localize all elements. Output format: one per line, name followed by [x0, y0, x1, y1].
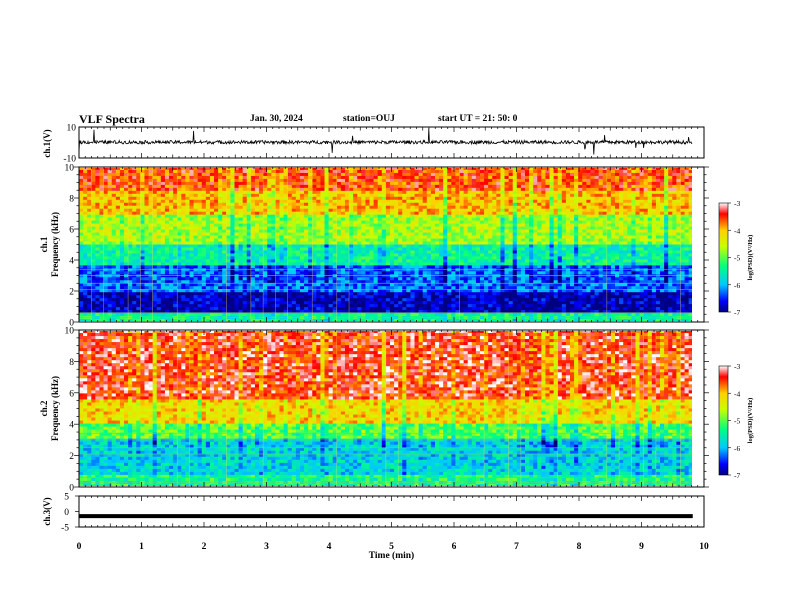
ch1-wave-ytick: 10	[67, 124, 77, 134]
ch2-spec-colorbar-tick: -3	[734, 362, 740, 371]
ch2-spectrogram	[79, 331, 692, 486]
ch3-wave-ytick: 5	[64, 493, 69, 503]
ch1-spec-ytick: 8	[69, 195, 74, 205]
ch1-spec-colorbar-label: log(PSD)(V²/Hz)	[747, 235, 754, 281]
ch1-spec-colorbar-tick: -5	[734, 254, 740, 263]
x-tick-label: 1	[139, 542, 144, 552]
ch2-spec-ytick: 6	[69, 389, 74, 399]
ch1-waveform-line	[78, 128, 693, 155]
x-tick-label: 4	[327, 542, 332, 552]
ch2-spec-ytick: 4	[69, 421, 74, 431]
ch3-wave-ylabel: ch.3(V)	[42, 497, 52, 525]
ch2-spec-colorbar-tick: -7	[734, 471, 740, 480]
ch1-spec-ylabel: Frequency (kHz)	[50, 212, 60, 277]
x-axis-label: Time (min)	[369, 550, 414, 561]
ch1-spec-colorbar	[718, 202, 729, 313]
ch2-spec-ylabel: Frequency (kHz)	[50, 376, 60, 441]
date-label: Jan. 30, 2024	[250, 114, 303, 124]
ch1-spectrogram	[79, 168, 692, 321]
x-tick-label: 8	[577, 542, 582, 552]
ch1-spec-ytick: 0	[69, 319, 74, 329]
x-tick-label: 5	[389, 542, 394, 552]
ch1-spec-ytick: 4	[69, 257, 74, 267]
ch1-spec-ytick: 6	[69, 226, 74, 236]
figure-title: VLF Spectra	[79, 112, 145, 126]
ch2-spec-ytick: 2	[69, 452, 74, 462]
ch2-spec-colorbar-label: log(PSD)(V²/Hz)	[747, 398, 754, 444]
ch3-wave-ytick: 0	[64, 508, 69, 518]
ch2-spec-ytick: 8	[69, 358, 74, 368]
ch1-spec-colorbar-tick: -3	[734, 199, 740, 208]
ch1-spec-colorbar-tick: -4	[734, 226, 740, 235]
x-tick-label: 6	[452, 542, 457, 552]
ch2-spec-channel-label: ch.2	[39, 400, 49, 416]
ch2-spec-colorbar-tick: -4	[734, 389, 740, 398]
ch2-spec-ytick: 0	[69, 484, 74, 494]
ch1-spec-channel-label: ch.1	[39, 236, 49, 252]
ch1-spec-colorbar-tick: -7	[734, 308, 740, 317]
ch1-spec-colorbar-tick: -6	[734, 281, 740, 290]
ch1-wave-ytick: -10	[63, 155, 76, 165]
ch2-spec-colorbar-tick: -5	[734, 417, 740, 426]
x-tick-label: 9	[639, 542, 644, 552]
ch2-spec-ytick: 10	[65, 327, 75, 337]
ch3-wave-ytick: -5	[61, 524, 69, 534]
ch1-spec-ytick: 2	[69, 288, 74, 298]
x-tick-label: 10	[699, 542, 709, 552]
x-tick-label: 0	[77, 542, 82, 552]
ch2-spec-colorbar-tick: -6	[734, 444, 740, 453]
start-time-label: start UT = 21: 50: 0	[438, 114, 518, 124]
ch1-spec-ytick: 10	[65, 164, 75, 174]
ch2-spec-colorbar	[718, 365, 729, 476]
x-tick-label: 3	[264, 542, 269, 552]
station-label: station=OUJ	[343, 114, 395, 124]
ch1-wave-ylabel: ch.1(V)	[42, 129, 52, 157]
x-tick-label: 7	[514, 542, 519, 552]
x-tick-label: 2	[202, 542, 207, 552]
